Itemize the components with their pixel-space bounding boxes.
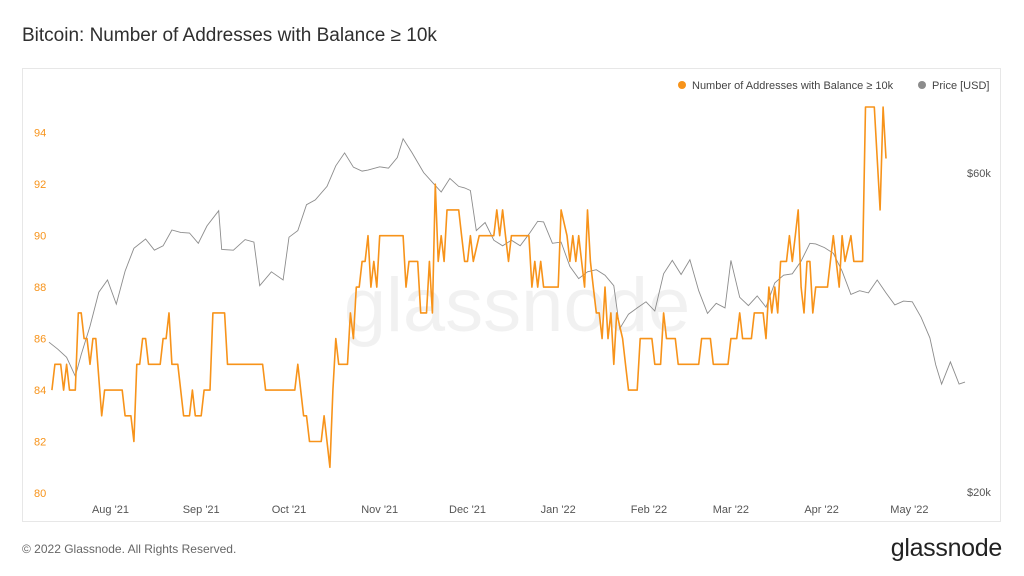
legend-label-addresses[interactable]: Number of Addresses with Balance ≥ 10k — [692, 80, 894, 92]
legend-label-price[interactable]: Price [USD] — [932, 80, 989, 92]
x-tick-label: Sep '21 — [183, 504, 220, 516]
left-axis-ticks: 80 82 84 86 88 90 92 94 — [34, 128, 46, 500]
chart-frame: glassnode 80 82 84 86 88 90 92 94 $20k $60k Aug … — [22, 68, 1001, 522]
y-left-tick-label: 90 — [34, 231, 46, 243]
x-tick-label: Nov '21 — [361, 504, 398, 516]
y-left-tick-label: 82 — [34, 437, 46, 449]
legend-marker-addresses — [678, 81, 686, 89]
price-series-line — [48, 137, 966, 386]
glassnode-watermark: glassnode — [344, 263, 691, 348]
right-axis-ticks: $20k $60k — [967, 168, 991, 499]
series-layer — [48, 106, 966, 469]
y-right-tick-label: $60k — [967, 168, 991, 180]
legend-marker-price — [918, 81, 926, 89]
y-left-tick-label: 84 — [34, 385, 46, 397]
x-tick-label: Aug '21 — [92, 504, 129, 516]
x-tick-label: Oct '21 — [272, 504, 307, 516]
x-tick-label: Dec '21 — [449, 504, 486, 516]
glassnode-logo[interactable]: glassnode — [890, 534, 1003, 562]
y-right-tick-label: $20k — [967, 487, 991, 499]
x-tick-label: Mar '22 — [713, 504, 749, 516]
chart-svg: glassnode 80 82 84 86 88 90 92 94 $20k $60k Aug … — [34, 80, 991, 516]
footer-copyright: © 2022 Glassnode. All Rights Reserved. — [22, 542, 237, 556]
x-tick-label: Feb '22 — [631, 504, 667, 516]
y-left-tick-label: 80 — [34, 488, 46, 500]
page-title: Bitcoin: Number of Addresses with Balanc… — [22, 25, 437, 46]
addresses-series-line — [51, 106, 887, 469]
legend: Number of Addresses with Balance ≥ 10k P… — [678, 80, 989, 92]
y-left-tick-label: 92 — [34, 179, 46, 191]
x-axis-ticks: Aug '21 Sep '21 Oct '21 Nov '21 Dec '21 Jan '… — [92, 504, 929, 516]
x-tick-label: Apr '22 — [804, 504, 839, 516]
y-left-tick-label: 88 — [34, 282, 46, 294]
y-left-tick-label: 94 — [34, 128, 46, 140]
y-left-tick-label: 86 — [34, 334, 46, 346]
x-tick-label: Jan '22 — [541, 504, 576, 516]
x-tick-label: May '22 — [890, 504, 928, 516]
